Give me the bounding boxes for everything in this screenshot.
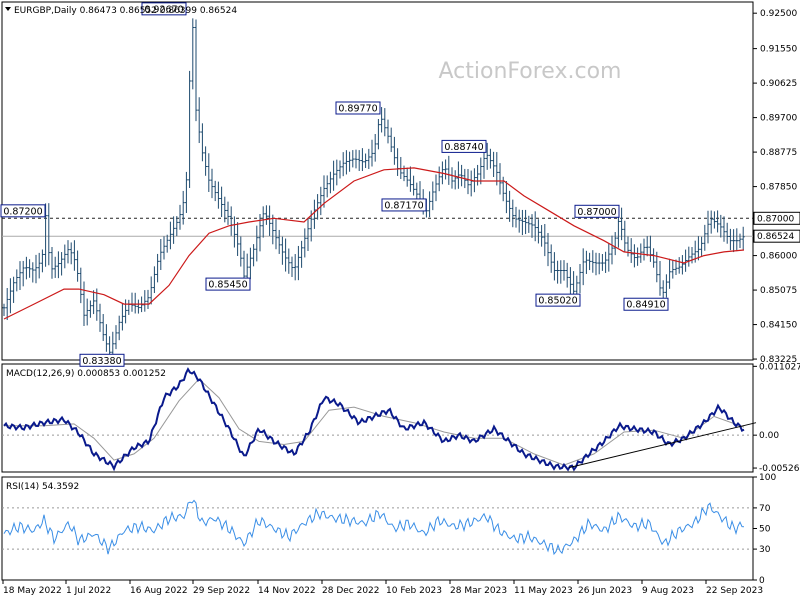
price-tick-label: 0.89700 (760, 114, 797, 124)
price-tick-label: 0.86000 (760, 252, 797, 262)
macd-line (3, 367, 745, 472)
price-annotation-box (205, 277, 251, 291)
price-annotation-label: 0.83380 (82, 356, 121, 367)
rsi-panel-frame (1, 476, 754, 581)
x-tick-label: 26 Jun 2023 (578, 586, 632, 596)
x-tick-label: 9 Aug 2023 (642, 586, 694, 596)
macd-header: MACD(12,26,9) 0.000853 0.001252 (6, 369, 166, 379)
price-tick-label: 0.88775 (760, 148, 797, 158)
rsi-tick-label: 0 (759, 576, 765, 586)
dropdown-icon (5, 7, 11, 11)
price-tick-label: 0.83225 (760, 355, 797, 365)
price-annotation-box (381, 198, 427, 212)
x-tick-label: 18 May 2022 (3, 586, 62, 596)
macd-tick-label: 0.00 (759, 431, 779, 441)
price-annotation-label: 0.85020 (538, 296, 577, 307)
x-tick-label: 22 Sep 2023 (706, 586, 763, 596)
macd-tick-label: 0.011027 (759, 362, 800, 372)
price-annotation-box (335, 101, 381, 115)
price-annotation-label: 0.85450 (208, 280, 247, 291)
price-tick-label: 0.84150 (760, 321, 797, 331)
price-tick-label: 0.91550 (760, 45, 797, 55)
price-annotation-label: 0.87000 (577, 207, 616, 218)
watermark: ActionForex.com (439, 59, 622, 84)
macd-panel-frame (1, 363, 754, 473)
price-annotation-box (79, 353, 125, 367)
price-tick-label: 0.92500 (760, 9, 797, 19)
price-annotation-label: 0.87200 (3, 206, 42, 217)
moving-average-line (3, 167, 745, 320)
price-tick-label: 0.85075 (760, 286, 797, 296)
price-hline-label: 0.87000 (757, 214, 794, 224)
x-tick-label: 29 Sep 2022 (193, 586, 250, 596)
price-annotation-box (441, 139, 487, 153)
x-tick-label: 16 Aug 2022 (130, 586, 188, 596)
price-annotation-box (0, 204, 46, 218)
rsi-tick-label: 70 (759, 504, 771, 514)
price-tick-label: 0.90625 (760, 79, 797, 89)
x-tick-label: 10 Feb 2023 (386, 586, 442, 596)
rsi-tick-label: 50 (759, 525, 771, 535)
price-hline-label-box (753, 211, 800, 225)
rsi-line (3, 499, 745, 556)
x-tick-label: 1 Jul 2022 (66, 586, 111, 596)
x-tick-label: 28 Dec 2022 (322, 586, 380, 596)
price-bars (2, 18, 745, 362)
x-tick-label: 28 Mar 2023 (450, 586, 507, 596)
macd-trendline (568, 422, 757, 469)
price-annotation-label: 0.84910 (626, 300, 665, 311)
price-annotation-label: 0.88740 (444, 142, 483, 153)
price-header: EURGBP,Daily 0.86473 0.86552 0.86399 0.8… (14, 6, 237, 16)
x-tick-label: 14 Nov 2022 (258, 586, 316, 596)
price-annotation-label: 0.89770 (338, 103, 377, 114)
price-annotation-box (141, 2, 187, 16)
price-annotation-box (574, 204, 620, 218)
rsi-tick-label: 30 (759, 545, 771, 555)
price-annotation-box (623, 297, 669, 311)
price-tick-label: 0.87850 (760, 183, 797, 193)
rsi-header: RSI(14) 54.3592 (6, 482, 79, 492)
x-tick-label: 11 May 2023 (514, 586, 573, 596)
price-hline-label-box (753, 229, 800, 243)
macd-tick-label: -0.005267 (759, 464, 800, 474)
price-annotation-box (535, 293, 581, 307)
rsi-tick-label: 100 (759, 473, 776, 483)
price-annotation-label: 0.92670 (144, 4, 183, 15)
price-annotation-label: 0.87170 (384, 200, 423, 211)
price-hline-label: 0.86524 (757, 232, 794, 242)
